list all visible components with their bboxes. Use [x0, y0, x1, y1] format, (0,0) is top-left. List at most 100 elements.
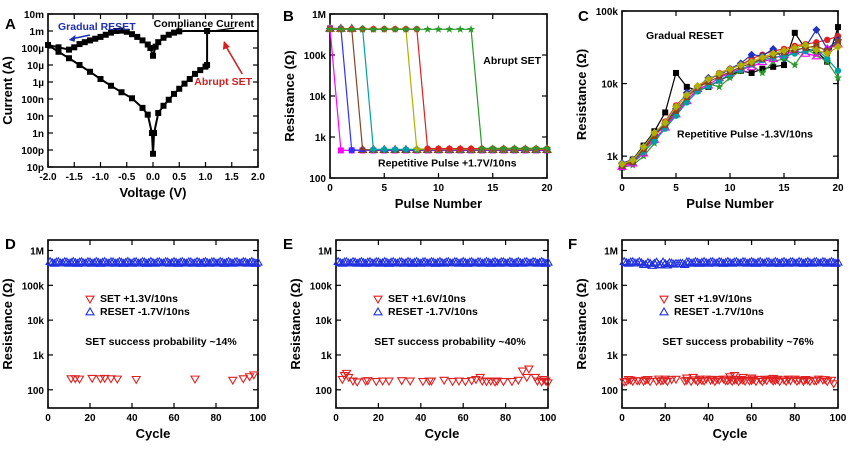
- iv-point: [123, 28, 130, 35]
- iv-point: [144, 41, 151, 48]
- x-tick-label: -1.5: [66, 172, 84, 183]
- switching-point: [457, 145, 464, 152]
- reset-trace: [621, 44, 839, 165]
- y-axis-title: Current (A): [0, 56, 15, 125]
- switching-trace: [330, 28, 547, 150]
- reset-marker: [662, 260, 673, 269]
- reset-point: [758, 68, 767, 77]
- reset-marker: [826, 256, 837, 266]
- y-axis-title: Resistance (Ω): [282, 50, 297, 141]
- iv-point: [176, 28, 183, 35]
- x-tick-label: 40: [703, 413, 715, 424]
- switching-point: [445, 25, 454, 33]
- switching-trace: [330, 28, 547, 150]
- reset-marker: [95, 258, 106, 267]
- axes-d: 0 20 40 60 80 100 100 1k 10k 100k 1M Cycle Resistanc…: [0, 239, 267, 441]
- reset-marker: [150, 258, 161, 267]
- set-marker: [714, 376, 725, 385]
- reset-marker: [384, 258, 394, 267]
- reset-marker: [794, 256, 805, 266]
- set-marker: [466, 377, 477, 386]
- iv-point: [176, 85, 183, 92]
- x-tick-label: 0: [327, 183, 333, 194]
- panel-letter-b: B: [283, 8, 294, 25]
- iv-point: [160, 34, 167, 41]
- set-marker: [492, 377, 503, 386]
- reset-point: [683, 99, 690, 106]
- iv-point: [81, 39, 88, 46]
- set-marker: [131, 375, 142, 385]
- reset-marker: [634, 256, 645, 266]
- reset-marker: [636, 257, 647, 267]
- reset-point: [769, 49, 778, 58]
- set-marker: [543, 379, 553, 388]
- set-marker: [774, 377, 785, 387]
- legend-reset-marker: [373, 306, 383, 316]
- reset-marker: [246, 256, 257, 266]
- reset-marker: [718, 258, 729, 267]
- set-marker: [822, 377, 833, 387]
- reset-marker: [127, 258, 137, 267]
- y-tick-label: 1k: [315, 133, 327, 144]
- reset-marker: [379, 256, 390, 266]
- reset-point: [770, 63, 777, 70]
- set-marker: [523, 365, 534, 374]
- switching-point: [380, 25, 389, 33]
- reset-marker: [466, 256, 477, 266]
- set-marker: [341, 369, 352, 379]
- switching-point: [326, 25, 334, 33]
- reset-marker: [122, 256, 133, 266]
- y-tick-label: 100: [601, 386, 618, 397]
- legend-set-marker: [373, 295, 383, 305]
- reset-marker: [227, 258, 238, 267]
- set-marker: [384, 377, 394, 386]
- reset-marker: [774, 258, 785, 267]
- x-tick-label: 20: [373, 413, 385, 424]
- reset-marker: [388, 256, 399, 266]
- y-axis-title: Resistance (Ω): [574, 49, 589, 140]
- y-tick-label: 1k: [33, 351, 45, 362]
- y-tick-label: 100: [309, 174, 326, 185]
- reset-marker: [627, 256, 638, 266]
- switching-point: [391, 145, 400, 154]
- x-tick-label: 1.5: [225, 172, 239, 183]
- iv-point: [134, 33, 141, 40]
- y-tick-label: 10µ: [27, 61, 44, 72]
- set-marker: [352, 378, 363, 387]
- reset-marker: [540, 258, 551, 267]
- reset-marker: [407, 258, 418, 267]
- reset-marker: [91, 256, 102, 266]
- set-marker: [362, 377, 373, 386]
- reset-marker: [707, 256, 718, 266]
- panel-letter-f: F: [568, 236, 577, 253]
- reset-marker: [475, 256, 486, 266]
- reset-marker: [192, 256, 203, 266]
- reset-marker: [352, 258, 363, 267]
- y-tick-label: 1M: [30, 246, 44, 257]
- plot-frame: [335, 239, 549, 409]
- y-tick-label: 1M: [312, 10, 326, 21]
- set-marker: [660, 375, 671, 385]
- switching-point: [532, 144, 541, 152]
- legend-reset-label: RESET -1.7V/10ns: [100, 306, 190, 318]
- switching-point: [423, 25, 432, 33]
- reset-marker: [770, 256, 781, 266]
- reset-point: [693, 81, 702, 90]
- x-axis-title: Cycle: [136, 426, 171, 441]
- y-tick-label: 10k: [601, 316, 618, 327]
- iv-point: [150, 52, 156, 59]
- panel-letter-e: E: [283, 236, 293, 253]
- reset-marker: [223, 256, 234, 266]
- iv-point: [71, 44, 78, 51]
- set-marker: [798, 377, 809, 386]
- iv-point: [66, 55, 72, 62]
- y-tick-label: 1n: [32, 129, 44, 140]
- reset-point: [661, 118, 670, 127]
- y-tick-label: 1m: [30, 27, 45, 38]
- reset-point: [650, 128, 659, 137]
- set-marker: [447, 377, 458, 387]
- set-marker: [87, 374, 98, 384]
- iv-point: [147, 45, 154, 51]
- set-marker: [750, 377, 761, 387]
- reset-marker: [177, 256, 188, 266]
